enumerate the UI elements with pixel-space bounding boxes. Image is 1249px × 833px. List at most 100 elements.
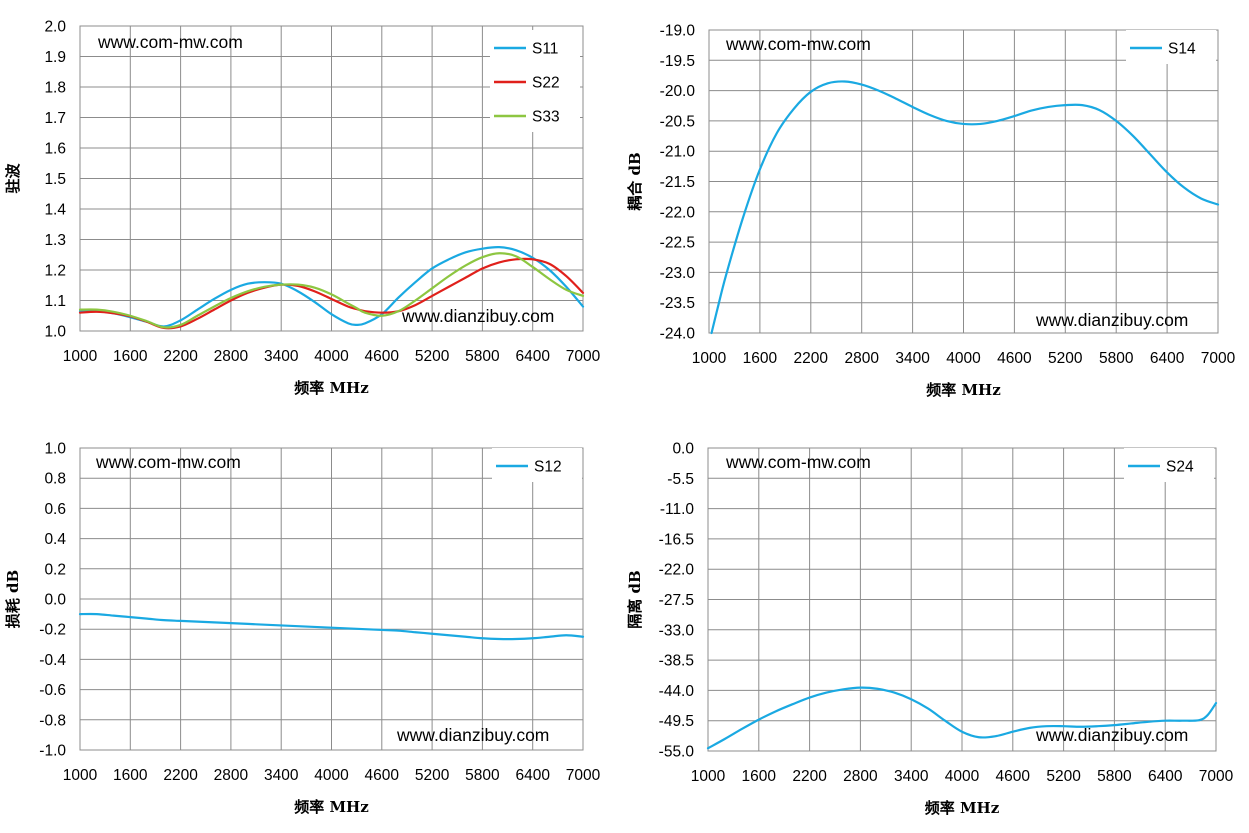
y-tick-label: -24.0 <box>660 326 696 343</box>
x-tick-label: 7000 <box>566 348 601 365</box>
y-tick-label: -38.5 <box>659 653 694 670</box>
y-tick-label: -19.0 <box>660 23 696 40</box>
x-tick-label: 5200 <box>1048 350 1083 367</box>
y-tick-label: -19.5 <box>660 53 695 70</box>
x-tick-label: 1000 <box>63 767 98 784</box>
x-tick-label: 5200 <box>1046 768 1081 785</box>
x-tick-label: 2800 <box>214 348 249 365</box>
y-tick-label: 0.4 <box>44 531 66 548</box>
x-tick-label: 1600 <box>743 350 778 367</box>
x-tick-label: 2800 <box>214 767 249 784</box>
x-axis-title: 频率 MHz <box>926 381 1001 399</box>
y-tick-label: 0.0 <box>44 592 66 609</box>
legend-label: S11 <box>532 41 558 58</box>
y-tick-label: 1.8 <box>44 80 66 97</box>
y-tick-label: 1.5 <box>44 171 66 188</box>
x-tick-label: 3400 <box>264 348 299 365</box>
x-tick-label: 2200 <box>163 767 198 784</box>
y-tick-label: 1.7 <box>44 110 66 127</box>
x-tick-label: 6400 <box>515 348 550 365</box>
x-tick-label: 4600 <box>996 768 1031 785</box>
series-line-s11 <box>78 245 585 328</box>
x-tick-label: 4000 <box>314 348 349 365</box>
x-tick-label: 4000 <box>945 768 980 785</box>
y-tick-label: 1.1 <box>44 293 66 310</box>
watermark-com-mw: www.com-mw.com <box>725 452 871 472</box>
watermark-dianzibuy: www.dianzibuy.com <box>396 725 549 745</box>
y-tick-label: -16.5 <box>659 531 694 548</box>
y-tick-label: -0.6 <box>39 682 66 699</box>
y-tick-label: 1.6 <box>44 141 66 158</box>
y-tick-label: -20.5 <box>660 113 695 130</box>
x-tick-label: 5200 <box>415 767 450 784</box>
y-tick-label: 1.3 <box>44 232 66 249</box>
y-tick-label: 2.0 <box>44 19 66 36</box>
watermark-com-mw: www.com-mw.com <box>725 34 871 54</box>
x-tick-label: 3400 <box>895 350 930 367</box>
legend: S11 S22 S33 <box>490 30 580 132</box>
series-line-s14 <box>710 80 1220 335</box>
y-tick-label: -23.0 <box>660 265 696 282</box>
x-tick-label: 1000 <box>63 348 98 365</box>
x-axis-title: 频率 MHz <box>294 798 369 816</box>
x-tick-label: 6400 <box>515 767 550 784</box>
x-tick-label: 2200 <box>794 350 829 367</box>
legend-label: S14 <box>1168 41 1196 58</box>
watermark-dianzibuy: www.dianzibuy.com <box>1035 725 1188 745</box>
x-tick-label: 5800 <box>1099 350 1134 367</box>
x-tick-label: 5200 <box>415 348 450 365</box>
x-tick-label: 2200 <box>163 348 198 365</box>
x-tick-label: 5800 <box>1097 768 1132 785</box>
y-tick-label: -22.0 <box>660 204 696 221</box>
y-tick-label: 1.2 <box>44 263 66 280</box>
y-tick-label: -33.0 <box>659 622 695 639</box>
y-tick-label: -55.0 <box>659 744 695 761</box>
series-line-s12 <box>78 612 585 641</box>
y-tick-label: -5.5 <box>667 471 694 488</box>
x-tick-label: 5800 <box>465 348 500 365</box>
legend: S24 <box>1124 448 1214 482</box>
legend: S12 <box>492 448 582 482</box>
y-tick-label: -0.4 <box>39 652 66 669</box>
y-tick-label: 1.9 <box>44 49 66 66</box>
x-tick-label: 1600 <box>113 348 148 365</box>
insertion-loss-chart: 1000 1600 2200 2800 3400 4000 4600 5200 5800 6400… <box>4 441 601 817</box>
vswr-chart: 1000 1600 2200 2800 3400 4000 4600 5200 5800 6400… <box>4 19 601 398</box>
watermark-com-mw: www.com-mw.com <box>95 452 241 472</box>
y-tick-label: -22.5 <box>660 235 695 252</box>
x-tick-label: 4600 <box>365 767 400 784</box>
legend: S14 <box>1126 30 1216 64</box>
y-tick-label: -21.5 <box>660 174 695 191</box>
x-tick-label: 6400 <box>1150 350 1185 367</box>
x-tick-label: 7000 <box>566 767 601 784</box>
watermark-dianzibuy: www.dianzibuy.com <box>401 306 554 326</box>
legend-label: S24 <box>1166 459 1194 476</box>
x-tick-label: 6400 <box>1148 768 1183 785</box>
x-tick-label: 2800 <box>844 350 879 367</box>
x-tick-label: 3400 <box>894 768 929 785</box>
y-axis-title: 耦合 dB <box>626 152 644 210</box>
y-tick-label: -49.5 <box>659 713 694 730</box>
y-tick-label: -27.5 <box>659 592 694 609</box>
y-tick-label: 1.4 <box>44 202 66 219</box>
series-line-s24 <box>706 686 1218 750</box>
y-tick-label: 0.6 <box>44 501 66 518</box>
x-tick-label: 7000 <box>1201 350 1236 367</box>
y-tick-label: 0.2 <box>44 561 66 578</box>
legend-label: S33 <box>532 109 560 126</box>
y-tick-label: -0.2 <box>39 622 66 639</box>
x-tick-label: 7000 <box>1199 768 1234 785</box>
y-tick-label: -23.5 <box>660 295 695 312</box>
y-axis-title: 损耗 dB <box>4 570 22 628</box>
x-tick-label: 4600 <box>365 348 400 365</box>
y-tick-label: -44.0 <box>659 683 695 700</box>
x-tick-label: 5800 <box>465 767 500 784</box>
y-tick-label: -11.0 <box>660 501 695 518</box>
y-tick-label: 1.0 <box>44 441 66 458</box>
watermark-com-mw: www.com-mw.com <box>97 32 243 52</box>
x-tick-label: 1600 <box>742 768 777 785</box>
watermark-dianzibuy: www.dianzibuy.com <box>1035 310 1188 330</box>
legend-label: S12 <box>534 459 562 476</box>
x-tick-label: 3400 <box>264 767 299 784</box>
